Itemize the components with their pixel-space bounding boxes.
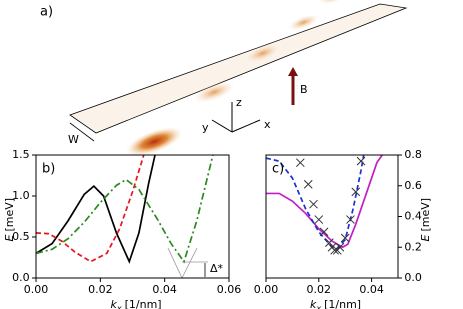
label-symbol: k bbox=[111, 298, 118, 309]
y-axis-label: E [meV] bbox=[419, 198, 432, 242]
label-subscript: x bbox=[315, 304, 321, 309]
cross-marker bbox=[351, 187, 361, 197]
field-label: B bbox=[300, 83, 308, 96]
y-tick-label: 0.5 bbox=[12, 230, 30, 243]
plot-area bbox=[36, 155, 214, 264]
label-unit: [1/nm] bbox=[125, 298, 162, 309]
series-line bbox=[36, 155, 156, 264]
delta-marker bbox=[167, 247, 208, 279]
cross-marker bbox=[295, 158, 305, 168]
x-tick-label: 0.06 bbox=[217, 283, 242, 296]
cross-marker bbox=[309, 199, 318, 209]
cross-marker bbox=[314, 215, 324, 224]
wavefunction bbox=[125, 0, 350, 157]
cross-marker bbox=[335, 242, 345, 252]
x-tick-label: 0.02 bbox=[307, 283, 332, 296]
x-tick-label: 0.02 bbox=[88, 283, 113, 296]
y-axis-label: E [meV] bbox=[3, 198, 16, 242]
label-symbol: E bbox=[3, 235, 16, 242]
label-subscript: x bbox=[116, 304, 122, 309]
axis-z: z bbox=[236, 96, 242, 109]
axis-x: x bbox=[264, 118, 271, 131]
x-tick-label: 0.04 bbox=[152, 283, 177, 296]
cross-marker bbox=[346, 215, 355, 224]
cross-marker bbox=[330, 245, 339, 255]
y-tick-label: 0.0 bbox=[12, 271, 30, 284]
label-unit: [meV] bbox=[3, 198, 16, 232]
cross-marker bbox=[340, 233, 350, 243]
axes-frame bbox=[35, 154, 230, 279]
y-tick-label: 1.5 bbox=[12, 148, 30, 161]
y-tick-label: 1.0 bbox=[12, 189, 30, 202]
series-line bbox=[36, 155, 145, 263]
label-unit: [1/nm] bbox=[324, 298, 361, 309]
cross-marker bbox=[356, 156, 366, 166]
label-symbol: k bbox=[310, 298, 317, 309]
panel-label: b) bbox=[42, 162, 55, 177]
cross-marker bbox=[325, 238, 334, 247]
series-line bbox=[36, 155, 214, 264]
axes-frame bbox=[265, 154, 399, 279]
x-axis-label: kx [1/nm] bbox=[310, 298, 361, 309]
x-axis-label: kx [1/nm] bbox=[111, 298, 162, 309]
y-tick-label: 0.4 bbox=[404, 210, 422, 223]
annotation: Δ* bbox=[210, 262, 224, 275]
y-tick-label: 0.2 bbox=[404, 240, 422, 253]
x-tick-label: 0.00 bbox=[254, 283, 279, 296]
label-unit: [meV] bbox=[419, 198, 432, 232]
panel-label: a) bbox=[40, 5, 53, 20]
y-tick-label: 0.8 bbox=[404, 148, 422, 161]
x-tick-label: 0.00 bbox=[24, 283, 49, 296]
axis-y: y bbox=[202, 121, 209, 134]
nanowire bbox=[69, 3, 408, 134]
label-symbol: E bbox=[419, 235, 432, 242]
cross-marker bbox=[303, 179, 313, 189]
width-label: W bbox=[68, 133, 79, 146]
panel-a: a) W B z y x bbox=[40, 0, 408, 157]
x-tick-label: 0.04 bbox=[359, 283, 384, 296]
cross-marker bbox=[319, 227, 329, 237]
y-tick-label: 0.0 bbox=[404, 271, 422, 284]
y-tick-label: 0.6 bbox=[404, 179, 422, 192]
panel-label: c) bbox=[272, 162, 284, 177]
